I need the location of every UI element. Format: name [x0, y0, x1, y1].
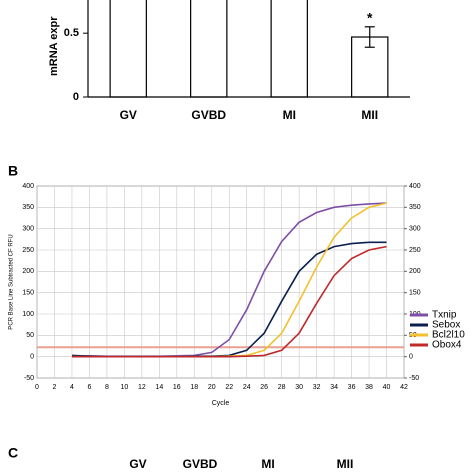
- x-tick-label: 18: [190, 384, 198, 391]
- y-tick-label: 0: [30, 354, 34, 361]
- bar: [109, 0, 147, 98]
- legend-label: Sebox: [432, 320, 460, 331]
- y2-tick-label: -50: [409, 375, 419, 382]
- lane-label: GV: [129, 457, 146, 471]
- x-tick-label: 34: [330, 384, 338, 391]
- x-tick-label: MII: [361, 108, 378, 122]
- y-tick-label: 0: [73, 91, 79, 103]
- lane-label: MII: [337, 457, 354, 471]
- x-tick-label: 6: [87, 384, 91, 391]
- x-tick-label: 14: [155, 384, 163, 391]
- lane-label: MI: [261, 457, 274, 471]
- x-tick-label: 26: [260, 384, 268, 391]
- y-tick-label: 250: [22, 247, 34, 254]
- bar: [270, 0, 308, 98]
- y2-tick-label: 350: [409, 204, 421, 211]
- x-tick-label: 32: [313, 384, 321, 391]
- legend-label: Txnip: [432, 310, 457, 321]
- x-tick-label: 8: [105, 384, 109, 391]
- x-tick-label: 22: [225, 384, 233, 391]
- y-tick-label: 350: [22, 204, 34, 211]
- y-tick-label: 150: [22, 290, 34, 297]
- bar: [190, 0, 228, 98]
- y-tick-label: 50: [26, 332, 34, 339]
- x-tick-label: 24: [243, 384, 251, 391]
- x-tick-label: 42: [400, 384, 408, 391]
- panel-label: C: [8, 445, 18, 461]
- y2-tick-label: 150: [409, 290, 421, 297]
- y-tick-label: 100: [22, 311, 34, 318]
- x-tick-label: MI: [283, 108, 296, 122]
- x-tick-label: 10: [120, 384, 128, 391]
- y2-tick-label: 250: [409, 247, 421, 254]
- y2-tick-label: 400: [409, 183, 421, 190]
- x-tick-label: 40: [383, 384, 391, 391]
- lane-label: GVBD: [183, 457, 218, 471]
- y-tick-label: 300: [22, 226, 34, 233]
- plot-area: [36, 185, 405, 379]
- y-axis-label: mRNA expr: [48, 16, 60, 76]
- x-tick-label: 4: [70, 384, 74, 391]
- x-axis-label: Cycle: [212, 400, 230, 407]
- x-tick-label: 30: [295, 384, 303, 391]
- x-tick-label: 0: [35, 384, 39, 391]
- y-tick-label: 200: [22, 268, 34, 275]
- y-tick-label: -50: [24, 375, 34, 382]
- x-tick-label: 16: [173, 384, 181, 391]
- y-tick-label: 0.5: [64, 27, 79, 39]
- x-tick-label: 2: [53, 384, 57, 391]
- y2-tick-label: 300: [409, 226, 421, 233]
- panel-label: B: [8, 163, 18, 179]
- x-tick-label: 38: [365, 384, 373, 391]
- x-tick-label: 12: [138, 384, 146, 391]
- x-tick-label: GV: [120, 108, 137, 122]
- legend-label: Bcl2l10: [432, 330, 465, 341]
- y-tick-label: 400: [22, 183, 34, 190]
- x-tick-label: 20: [208, 384, 216, 391]
- y2-tick-label: 200: [409, 268, 421, 275]
- x-tick-label: GVBD: [191, 108, 226, 122]
- annotation: *: [367, 10, 373, 26]
- y2-tick-label: 0: [409, 354, 413, 361]
- legend-label: Obox4: [432, 340, 462, 351]
- y-axis-label: PCR Base Line Subtracted CF RFU: [9, 234, 15, 329]
- series-line: [72, 245, 387, 358]
- x-tick-label: 28: [278, 384, 286, 391]
- x-tick-label: 36: [348, 384, 356, 391]
